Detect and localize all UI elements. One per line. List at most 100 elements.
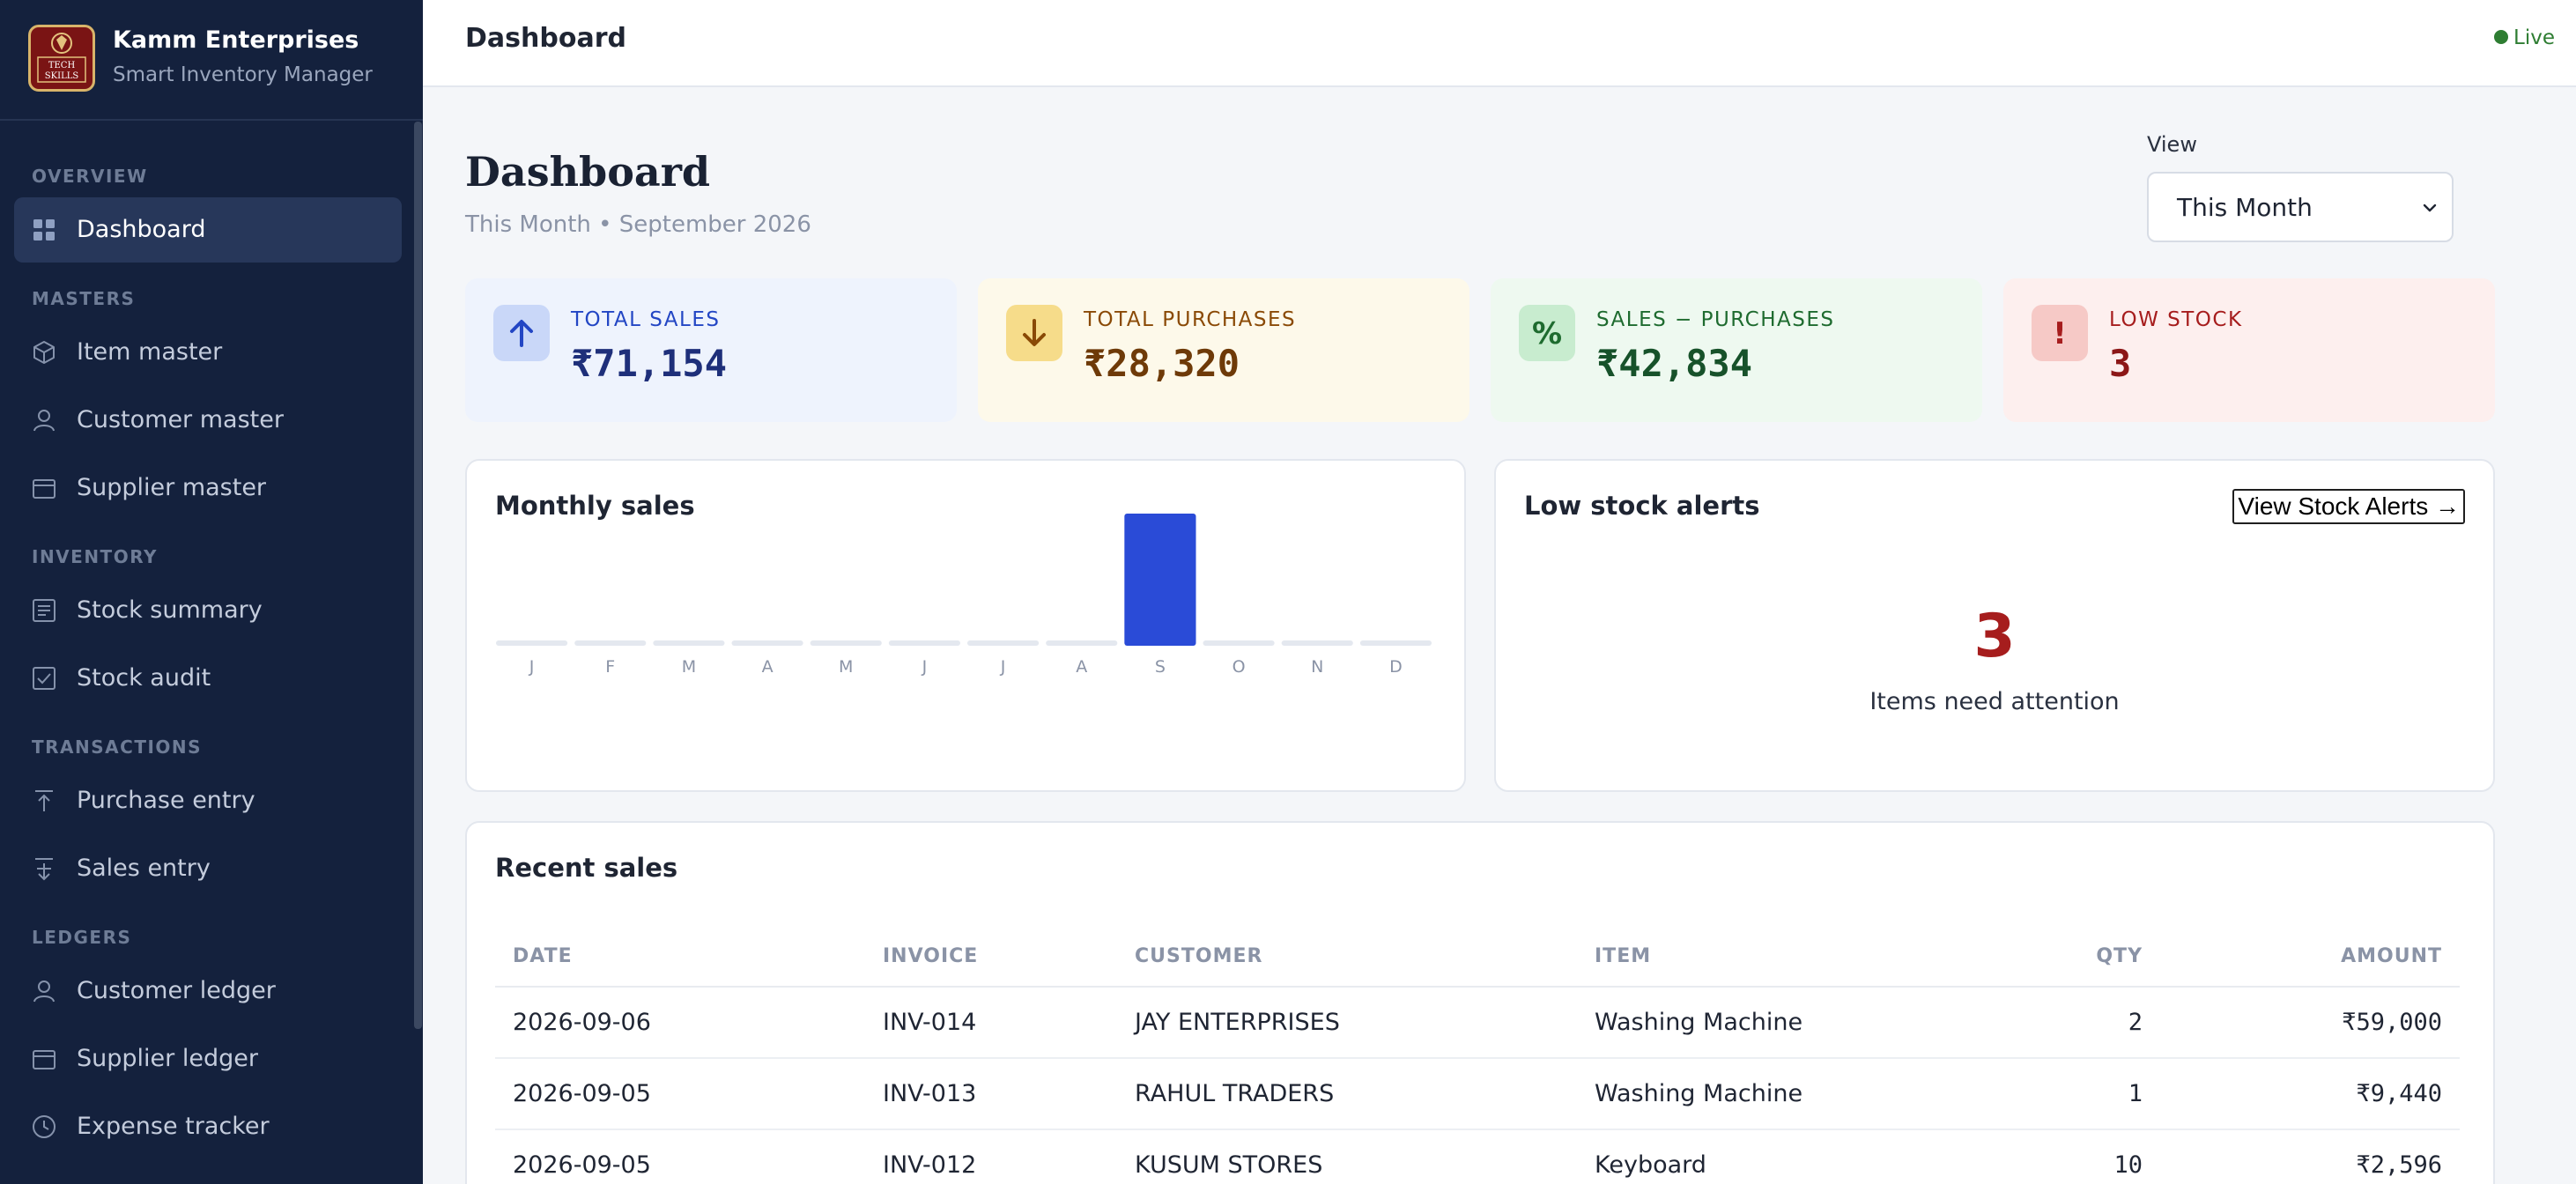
chart-bar-8: [1124, 514, 1196, 646]
sidebar-item-label: Dashboard: [77, 216, 206, 243]
low-stock-title: Low stock alerts: [1524, 491, 1760, 521]
stat-label: SALES − PURCHASES: [1596, 308, 1835, 331]
cell-customer: KUSUM STORES: [1117, 1129, 1577, 1184]
cell-qty: 2: [1984, 987, 2160, 1059]
folder-icon: [33, 1050, 56, 1069]
cell-item: Washing Machine: [1577, 987, 1984, 1059]
sidebar-item-label: Expense tracker: [77, 1113, 270, 1140]
chart-tick-label: J: [529, 657, 535, 677]
chart-bar-2: [653, 640, 725, 646]
cell-amount: ₹59,000: [2160, 987, 2460, 1059]
stat-card-sales-minus-purchases: % SALES − PURCHASES ₹42,834: [1491, 278, 1982, 422]
recent-sales-card: Recent sales DATE INVOICE CUSTOMER ITEM …: [465, 821, 2495, 1184]
sidebar-item-customer-master[interactable]: Customer master: [14, 388, 402, 453]
chart-bar-5: [888, 640, 960, 646]
section-ledgers: LEDGERS: [32, 927, 132, 948]
stat-label: LOW STOCK: [2109, 308, 2243, 331]
sidebar-item-supplier-master[interactable]: Supplier master: [14, 455, 402, 521]
sidebar-item-label: Stock audit: [77, 664, 211, 692]
arrow-up-bar-icon: [35, 790, 53, 811]
svg-text:!: !: [2053, 316, 2067, 352]
chart-bar-1: [574, 640, 647, 646]
sidebar-item-label: Customer ledger: [77, 977, 276, 1004]
stat-label: TOTAL SALES: [571, 308, 721, 331]
chart-tick-label: F: [605, 657, 615, 677]
view-stock-alerts-button[interactable]: View Stock Alerts →: [2232, 489, 2465, 524]
stat-card-low-stock: ! LOW STOCK 3: [2003, 278, 2495, 422]
cell-date: 2026-09-05: [495, 1058, 865, 1130]
sidebar-item-item-master[interactable]: Item master: [14, 320, 402, 385]
chart-tick-label: A: [1076, 657, 1087, 677]
brand-header: TECH SKILLS Kamm Enterprises Smart Inven…: [0, 0, 423, 121]
view-filter-value: This Month: [2177, 193, 2313, 222]
chart-bar-10: [1281, 640, 1353, 646]
company-subtitle: Smart Inventory Manager: [113, 63, 373, 86]
svg-text:SKILLS: SKILLS: [45, 71, 79, 81]
chart-bar-0: [496, 640, 568, 646]
sidebar-item-purchase-entry[interactable]: Purchase entry: [14, 768, 402, 833]
sidebar-item-label: Stock summary: [77, 596, 263, 624]
sidebar: TECH SKILLS Kamm Enterprises Smart Inven…: [0, 0, 423, 1184]
arrow-up-icon: [493, 305, 550, 361]
sidebar-item-expense-tracker[interactable]: Expense tracker: [14, 1094, 402, 1159]
page-subtitle: This Month • September 2026: [465, 211, 811, 238]
recent-sales-title: Recent sales: [495, 853, 678, 883]
chart-bar-9: [1203, 640, 1275, 646]
table-row[interactable]: 2026-09-05 INV-012 KUSUM STORES Keyboard…: [495, 1129, 2460, 1184]
company-name: Kamm Enterprises: [113, 26, 359, 54]
box-icon: [33, 341, 55, 364]
cell-amount: ₹2,596: [2160, 1129, 2460, 1184]
cell-item: Keyboard: [1577, 1129, 1984, 1184]
topbar: Dashboard Live: [423, 0, 2576, 87]
user-icon: [33, 410, 55, 432]
sidebar-item-sales-entry[interactable]: Sales entry: [14, 836, 402, 901]
company-logo: TECH SKILLS: [28, 25, 95, 92]
column-header-qty: QTY: [1984, 927, 2160, 988]
section-inventory: INVENTORY: [32, 546, 158, 567]
cell-customer: JAY ENTERPRISES: [1117, 987, 1577, 1059]
chart-tick-label: S: [1155, 657, 1166, 677]
sidebar-item-dashboard[interactable]: Dashboard: [14, 197, 402, 263]
table-header-row: DATE INVOICE CUSTOMER ITEM QTY AMOUNT: [495, 927, 2460, 988]
svg-text:%: %: [1532, 316, 1562, 352]
chart-tick-label: J: [922, 657, 928, 677]
cell-item: Washing Machine: [1577, 1058, 1984, 1130]
sidebar-item-stock-audit[interactable]: Stock audit: [14, 646, 402, 711]
section-overview: OVERVIEW: [32, 166, 148, 187]
column-header-date: DATE: [495, 927, 865, 988]
sidebar-item-label: Purchase entry: [77, 787, 255, 814]
sidebar-item-supplier-ledger[interactable]: Supplier ledger: [14, 1026, 402, 1092]
svg-text:TECH: TECH: [48, 61, 76, 70]
stat-value: ₹71,154: [571, 342, 728, 385]
view-filter-label: View: [2147, 132, 2197, 157]
exclamation-icon: !: [2032, 305, 2088, 361]
cell-invoice: INV-012: [865, 1129, 1117, 1184]
cell-invoice: INV-013: [865, 1058, 1117, 1130]
view-filter-select[interactable]: This Month: [2147, 172, 2454, 242]
grid-icon: [33, 219, 55, 240]
topbar-title: Dashboard: [465, 23, 626, 54]
cell-qty: 1: [1984, 1058, 2160, 1130]
list-icon: [33, 599, 56, 622]
sidebar-item-customer-ledger[interactable]: Customer ledger: [14, 958, 402, 1024]
sidebar-item-label: Supplier master: [77, 474, 267, 501]
check-square-icon: [33, 667, 56, 690]
table-row[interactable]: 2026-09-06 INV-014 JAY ENTERPRISES Washi…: [495, 987, 2460, 1059]
user-icon: [33, 980, 55, 1003]
folder-icon: [33, 479, 56, 499]
stat-value: ₹42,834: [1596, 342, 1753, 385]
chart-bar-6: [967, 640, 1040, 646]
chart-bar-7: [1046, 640, 1118, 646]
chart-tick-label: A: [762, 657, 774, 677]
low-stock-text: Items need attention: [1869, 688, 2120, 715]
sidebar-item-stock-summary[interactable]: Stock summary: [14, 578, 402, 643]
column-header-item: ITEM: [1577, 927, 1984, 988]
column-header-customer: CUSTOMER: [1117, 927, 1577, 988]
table-row[interactable]: 2026-09-05 INV-013 RAHUL TRADERS Washing…: [495, 1058, 2460, 1130]
sidebar-item-label: Sales entry: [77, 855, 211, 882]
sidebar-scrollbar[interactable]: [414, 122, 422, 1029]
percent-icon: %: [1519, 305, 1575, 361]
arrow-down-bar-icon: [35, 858, 53, 881]
cell-qty: 10: [1984, 1129, 2160, 1184]
column-header-amount: AMOUNT: [2160, 927, 2460, 988]
